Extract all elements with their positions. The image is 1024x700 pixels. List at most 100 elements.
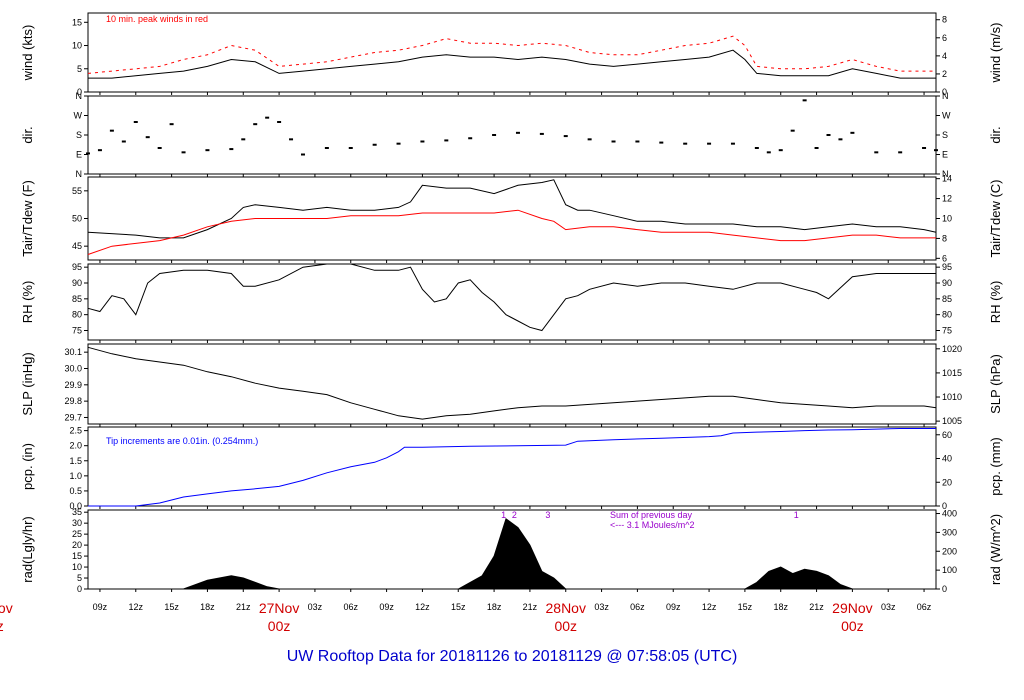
- right-axis-label-temp: Tair/Tdew (C): [988, 179, 1003, 257]
- time-tick-label: 21z: [523, 602, 538, 612]
- annotation2-rad: <--- 3.1 MJoules/m^2: [610, 520, 695, 530]
- left-tick-label-pcp: 2.0: [69, 441, 82, 451]
- right-tick-label-dir: W: [942, 111, 951, 121]
- time-tick-label: 12z: [129, 602, 144, 612]
- left-tick-label-wind: 10: [72, 41, 82, 51]
- time-tick-label: 09z: [666, 602, 681, 612]
- left-tick-label-rh: 90: [72, 278, 82, 288]
- left-axis-label-dir: dir.: [20, 126, 35, 143]
- time-tick-label: 09z: [379, 602, 394, 612]
- series-slp-0: [87, 346, 937, 420]
- time-tick-label: 15z: [451, 602, 466, 612]
- right-tick-label-temp: 6: [942, 253, 947, 263]
- left-tick-label-dir: S: [76, 130, 82, 140]
- left-tick-label-rad: 0: [77, 584, 82, 594]
- right-tick-label-pcp: 20: [942, 477, 952, 487]
- time-tick-label: 18z: [200, 602, 215, 612]
- left-tick-label-pcp: 0.5: [69, 486, 82, 496]
- right-tick-label-pcp: 40: [942, 454, 952, 464]
- date-label: 27Nov: [259, 600, 299, 616]
- right-tick-label-rad: 300: [942, 527, 957, 537]
- annotation-pcp: Tip increments are 0.01in. (0.254mm.): [106, 436, 258, 446]
- left-axis-label-pcp: pcp. (in): [20, 443, 35, 490]
- right-axis-label-pcp: pcp. (mm): [988, 437, 1003, 496]
- left-tick-label-rh: 95: [72, 262, 82, 272]
- left-tick-label-rad: 15: [72, 551, 82, 561]
- right-tick-label-dir: N: [942, 91, 949, 101]
- right-tick-label-dir: N: [942, 169, 949, 179]
- left-tick-label-rh: 85: [72, 294, 82, 304]
- panel-frame-temp: [87, 176, 937, 261]
- right-tick-label-slp: 1005: [942, 416, 962, 426]
- time-tick-label: 06z: [630, 602, 645, 612]
- left-tick-label-rad: 10: [72, 562, 82, 572]
- left-tick-label-pcp: 2.5: [69, 426, 82, 436]
- left-tick-label-rad: 5: [77, 573, 82, 583]
- right-tick-label-rad: 100: [942, 565, 957, 575]
- left-tick-label-wind: 15: [72, 17, 82, 27]
- left-axis-label-rh: RH (%): [20, 281, 35, 324]
- right-tick-label-wind: 2: [942, 69, 947, 79]
- rad-marker: 2: [512, 510, 517, 520]
- left-tick-label-temp: 50: [72, 214, 82, 224]
- left-axis-label-rad: rad(Lgly/hr): [20, 516, 35, 582]
- right-tick-label-rh: 80: [942, 310, 952, 320]
- left-tick-label-pcp: 0.0: [69, 501, 82, 511]
- right-axis-label-slp: SLP (hPa): [988, 354, 1003, 414]
- series-pcp-0: [88, 428, 936, 507]
- right-tick-label-pcp: 0: [942, 501, 947, 511]
- left-tick-label-slp: 29.7: [64, 412, 82, 422]
- time-tick-label: 03z: [881, 602, 896, 612]
- date-hour-label: 00z: [0, 618, 4, 634]
- left-tick-label-rad: 35: [72, 507, 82, 517]
- right-tick-label-slp: 1020: [942, 344, 962, 354]
- right-tick-label-rad: 200: [942, 546, 957, 556]
- series-temp-0: [87, 179, 937, 239]
- right-tick-label-slp: 1015: [942, 368, 962, 378]
- panel-frame-dir: [87, 95, 937, 175]
- time-tick-label: 21z: [809, 602, 824, 612]
- left-tick-label-dir: N: [76, 169, 83, 179]
- left-tick-label-dir: W: [74, 111, 83, 121]
- annotation-rad: Sum of previous day: [610, 510, 693, 520]
- series-wind-peak: [87, 35, 936, 74]
- date-hour-label: 00z: [554, 618, 577, 634]
- time-tick-label: 03z: [594, 602, 609, 612]
- series-rh-0: [87, 263, 936, 332]
- left-tick-label-slp: 30.1: [64, 347, 82, 357]
- time-tick-label: 12z: [415, 602, 430, 612]
- time-tick-label: 06z: [344, 602, 359, 612]
- time-tick-label: 03z: [308, 602, 323, 612]
- left-tick-label-rh: 80: [72, 310, 82, 320]
- date-label: 29Nov: [832, 600, 872, 616]
- time-tick-label: 09z: [93, 602, 108, 612]
- right-tick-label-temp: 8: [942, 233, 947, 243]
- right-tick-label-slp: 1010: [942, 392, 962, 402]
- time-tick-label: 12z: [702, 602, 717, 612]
- right-tick-label-temp: 12: [942, 194, 952, 204]
- right-axis-label-dir: dir.: [988, 126, 1003, 143]
- right-tick-label-rad: 400: [942, 509, 957, 519]
- series-wind-0: [88, 49, 936, 79]
- left-tick-label-slp: 29.8: [64, 396, 82, 406]
- panel-frame-pcp: [87, 426, 937, 507]
- chart-title: UW Rooftop Data for 20181126 to 20181129…: [286, 648, 738, 665]
- time-tick-label: 15z: [738, 602, 753, 612]
- series-temp-1: [87, 209, 936, 255]
- left-tick-label-slp: 29.9: [64, 380, 82, 390]
- left-tick-label-dir: E: [76, 150, 82, 160]
- time-tick-label: 15z: [164, 602, 179, 612]
- left-tick-label-dir: N: [76, 91, 83, 101]
- right-tick-label-wind: 8: [942, 15, 947, 25]
- left-tick-label-rad: 25: [72, 529, 82, 539]
- left-tick-label-rad: 30: [72, 518, 82, 528]
- annotation-wind: 10 min. peak winds in red: [106, 14, 208, 24]
- left-tick-label-wind: 5: [77, 64, 82, 74]
- right-tick-label-rh: 85: [942, 294, 952, 304]
- panel-frame-slp: [87, 343, 937, 425]
- right-tick-label-wind: 4: [942, 51, 947, 61]
- series-rad-0: [183, 517, 853, 590]
- time-tick-label: 21z: [236, 602, 251, 612]
- right-tick-label-temp: 10: [942, 214, 952, 224]
